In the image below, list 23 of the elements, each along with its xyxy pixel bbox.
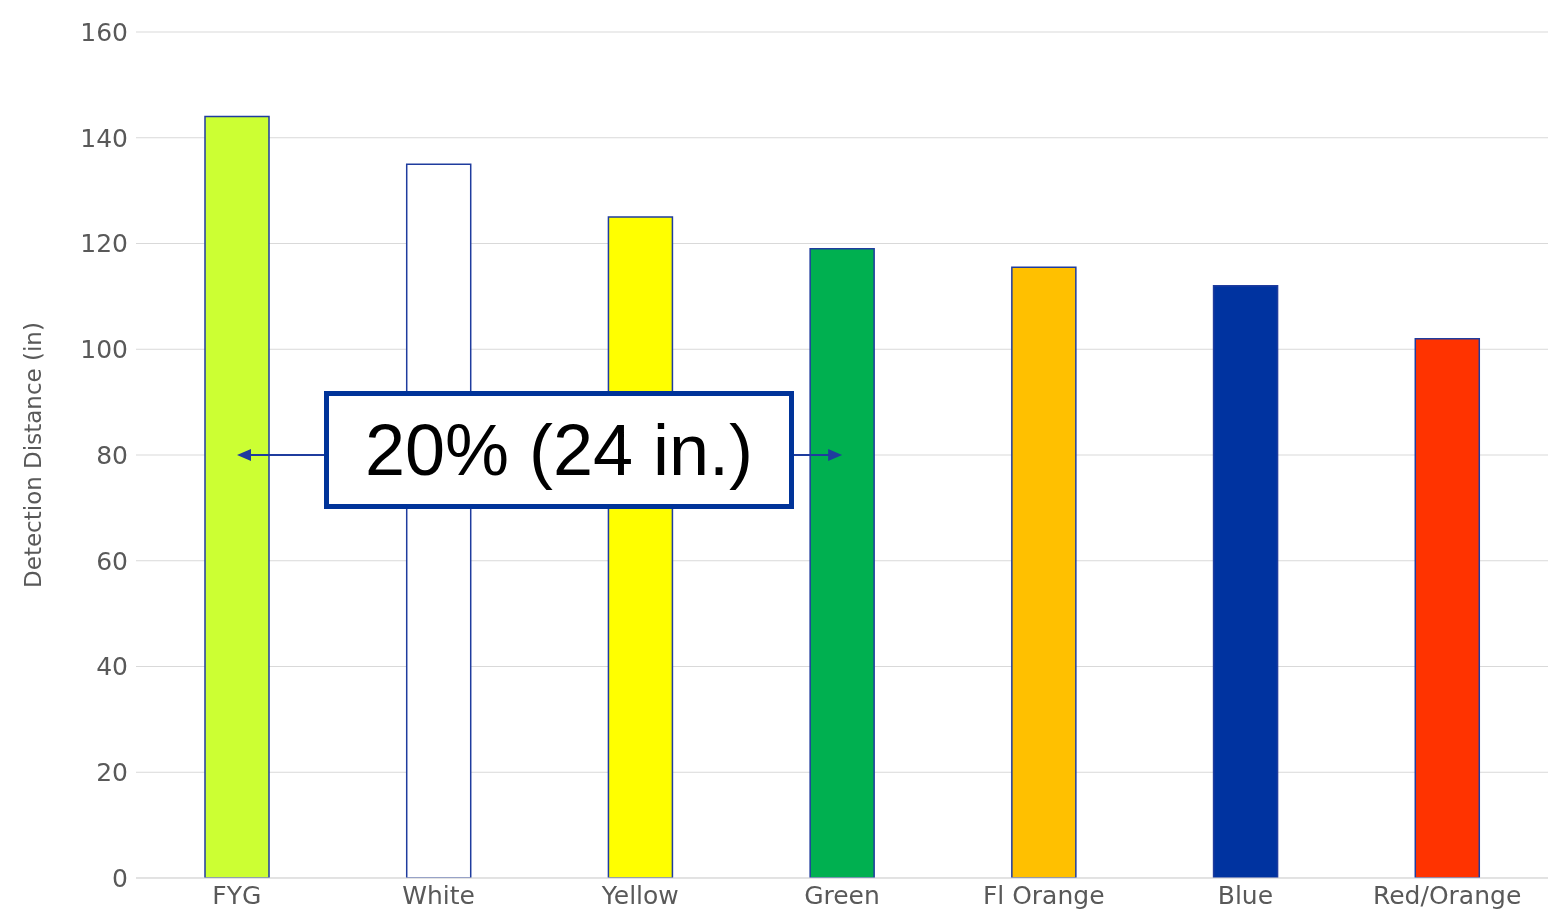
bar xyxy=(809,248,875,878)
y-tick-label: 40 xyxy=(96,652,128,682)
x-tick-label: White xyxy=(402,880,475,910)
x-tick-label: Red/Orange xyxy=(1372,880,1522,910)
bar xyxy=(1011,266,1077,878)
y-tick-label: 20 xyxy=(96,758,128,788)
bar xyxy=(204,115,270,878)
y-axis-title: Detection Distance (in) xyxy=(20,322,47,588)
y-tick-label: 0 xyxy=(112,863,128,893)
x-tick-label: Blue xyxy=(1217,880,1274,910)
x-tick-label: Yellow xyxy=(600,880,679,910)
x-tick-label: Fl Orange xyxy=(982,880,1105,910)
y-tick-label: 100 xyxy=(80,335,128,365)
y-tick-label: 60 xyxy=(96,546,128,576)
y-tick-label: 160 xyxy=(80,17,128,47)
y-tick-label: 80 xyxy=(96,440,128,470)
bar xyxy=(1414,337,1481,878)
x-tick-label: Green xyxy=(804,880,880,910)
y-tick-label: 140 xyxy=(80,123,128,153)
y-tick-label: 120 xyxy=(80,229,128,259)
bar xyxy=(1212,285,1279,878)
annotation: 20% (24 in.) xyxy=(324,391,794,509)
x-tick-label: FYG xyxy=(212,880,262,910)
